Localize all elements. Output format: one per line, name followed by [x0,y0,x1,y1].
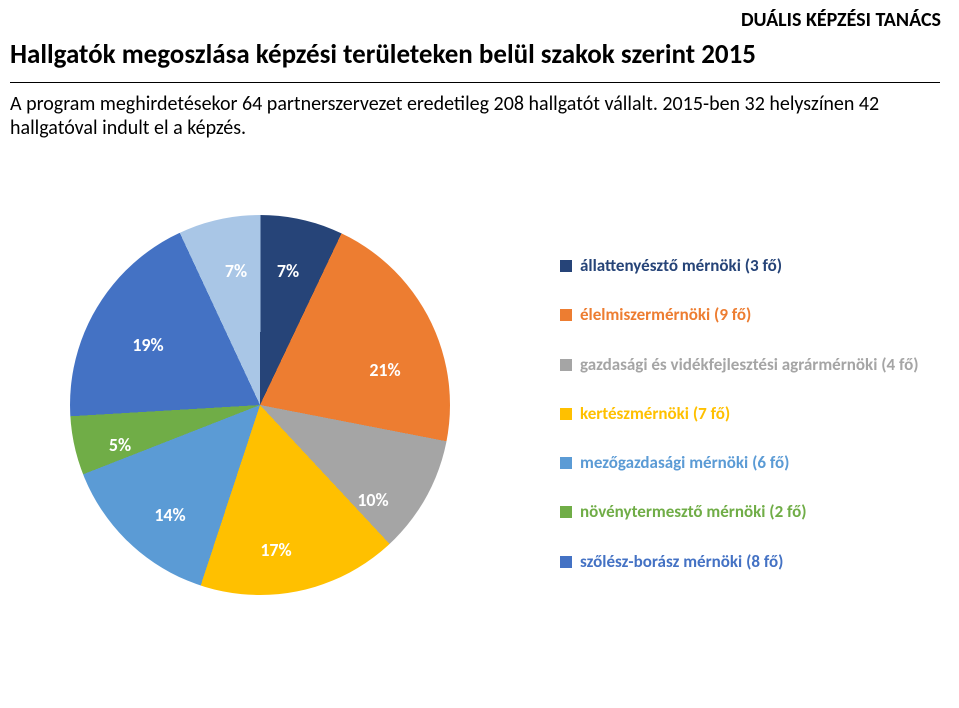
slice-label: 14% [154,504,185,526]
legend-label: kertészmérnöki (7 fő) [580,403,730,424]
legend-label: élelmiszermérnöki (9 fő) [580,304,751,325]
legend-label: gazdasági és vidékfejlesztési agrármérnö… [580,354,919,375]
slice-label: 21% [369,359,400,381]
pie-chart: 7% 7% 21% 10% 17% 14% 5% 19% [70,215,450,595]
pie-labels: 7% 7% 21% 10% 17% 14% 5% 19% [70,215,450,595]
legend-swatch [560,309,572,321]
slice-label: 19% [132,334,163,356]
page-title: Hallgatók megoszlása képzési területeken… [10,38,756,71]
legend-item: kertészmérnöki (7 fő) [560,403,940,424]
legend-item: szőlész-borász mérnöki (8 fő) [560,551,940,572]
description-text: A program meghirdetésekor 64 partnerszer… [10,92,941,140]
legend-swatch [560,260,572,272]
slice-label: 7% [225,260,247,282]
slice-label: 5% [109,434,131,456]
title-rule [10,82,940,83]
legend-swatch [560,556,572,568]
legend: állattenyésztő mérnöki (3 fő) élelmiszerm… [560,255,940,600]
legend-item: gazdasági és vidékfejlesztési agrármérnö… [560,354,940,375]
legend-label: mezőgazdasági mérnöki (6 fő) [580,452,789,473]
legend-item: mezőgazdasági mérnöki (6 fő) [560,452,940,473]
legend-label: szőlész-borász mérnöki (8 fő) [580,551,783,572]
brand-label: DUÁLIS KÉPZÉSI TANÁCS [741,8,941,32]
slice-label: 17% [260,539,291,561]
legend-item: állattenyésztő mérnöki (3 fő) [560,255,940,276]
legend-label: állattenyésztő mérnöki (3 fő) [580,255,782,276]
legend-swatch [560,408,572,420]
legend-label: növénytermesztő mérnöki (2 fő) [580,501,807,522]
slice-label: 10% [357,489,388,511]
legend-swatch [560,457,572,469]
legend-item: élelmiszermérnöki (9 fő) [560,304,940,325]
legend-item: növénytermesztő mérnöki (2 fő) [560,501,940,522]
legend-swatch [560,359,572,371]
legend-swatch [560,506,572,518]
slice-label: 7% [277,260,299,282]
